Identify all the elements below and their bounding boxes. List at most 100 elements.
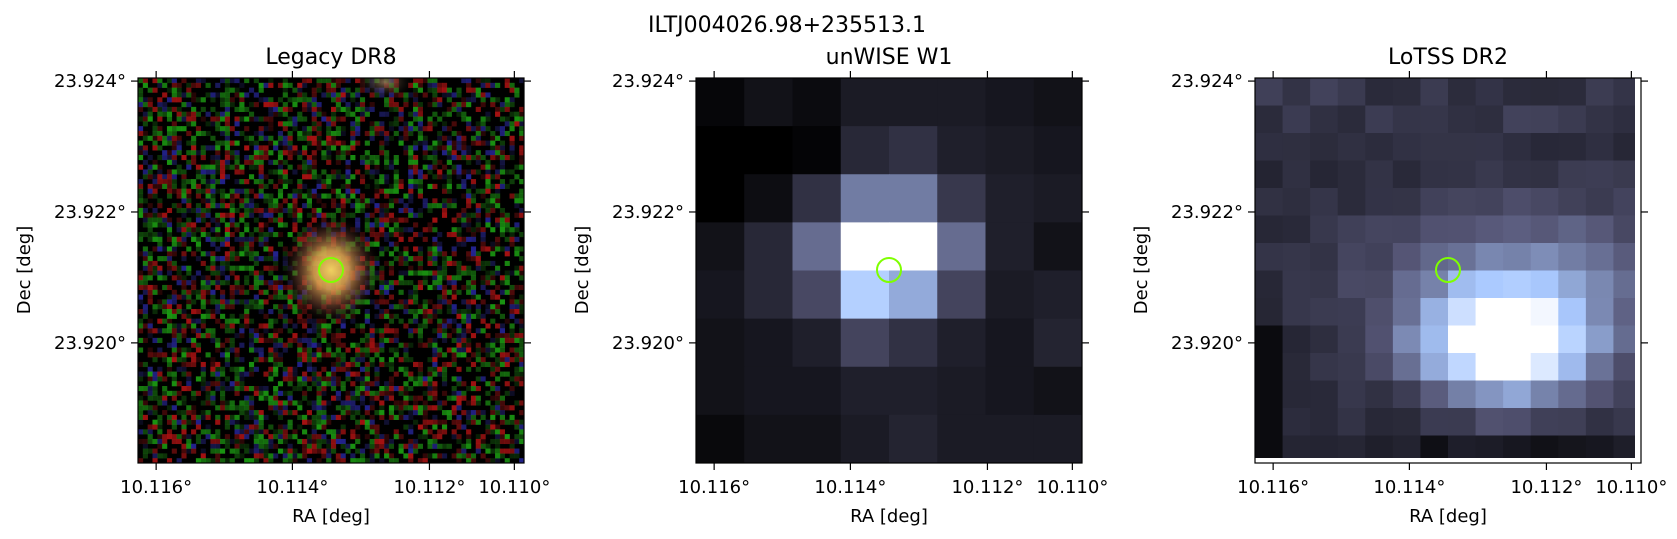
pixel	[514, 193, 520, 199]
pixel	[340, 174, 346, 180]
pixel	[287, 424, 293, 430]
pixel	[456, 87, 462, 93]
pixel	[437, 453, 443, 459]
pixel	[152, 232, 158, 238]
pixel	[1503, 353, 1532, 381]
pixel	[504, 371, 510, 377]
pixel	[200, 333, 206, 339]
pixel	[446, 395, 452, 401]
pixel	[306, 366, 312, 372]
pixel	[456, 265, 462, 271]
pixel	[205, 352, 211, 358]
pixel	[480, 97, 486, 103]
pixel	[162, 304, 168, 310]
pixel	[388, 121, 395, 127]
pixel	[277, 275, 284, 281]
pixel	[239, 82, 245, 88]
pixel	[1503, 408, 1532, 436]
pixel	[282, 126, 288, 132]
pixel	[466, 102, 472, 108]
pixel	[432, 87, 438, 93]
pixel	[519, 135, 524, 141]
pixel	[475, 395, 481, 401]
pixel	[427, 313, 433, 319]
pixel	[152, 179, 158, 185]
pixel	[384, 222, 390, 228]
pixel	[441, 376, 448, 382]
pixel	[282, 140, 288, 146]
pixel	[456, 106, 462, 112]
pixel	[466, 400, 472, 406]
pixel	[263, 414, 269, 420]
x-tick-label: 10.116°	[120, 477, 192, 498]
pixel	[311, 188, 317, 194]
pixel	[258, 256, 264, 262]
pixel	[509, 313, 515, 319]
pixel	[470, 458, 477, 463]
pixel	[297, 376, 303, 382]
pixel	[393, 106, 399, 112]
pixel	[171, 289, 177, 295]
pixel	[195, 217, 202, 223]
pixel	[142, 275, 148, 281]
x-tick-label: 10.112°	[951, 477, 1023, 498]
pixel	[475, 342, 481, 348]
pixel	[461, 410, 467, 416]
pixel	[446, 111, 452, 117]
pixel	[422, 400, 428, 406]
pixel	[316, 82, 322, 88]
pixel	[514, 299, 520, 305]
pixel	[461, 270, 467, 276]
pixel	[234, 366, 240, 372]
pixel	[239, 251, 245, 257]
pixel	[220, 304, 226, 310]
pixel	[359, 366, 366, 372]
pixel	[239, 198, 245, 204]
pixel	[282, 179, 288, 185]
pixel	[466, 193, 472, 199]
pixel	[364, 342, 370, 348]
pixel	[456, 130, 462, 137]
pixel	[248, 405, 255, 411]
pixel	[495, 155, 501, 161]
pixel	[181, 183, 187, 189]
pixel	[480, 318, 486, 324]
pixel	[398, 434, 404, 440]
pixel	[287, 390, 293, 396]
pixel	[316, 106, 322, 112]
pixel	[461, 299, 467, 305]
pixel	[253, 270, 259, 276]
pixel	[138, 145, 144, 151]
pixel	[514, 227, 520, 233]
pixel	[200, 207, 206, 214]
pixel	[466, 150, 472, 156]
pixel	[379, 121, 385, 127]
pixel	[937, 174, 986, 223]
pixel	[152, 145, 158, 151]
pixel	[200, 381, 206, 387]
pixel	[437, 434, 443, 440]
pixel	[490, 102, 496, 108]
pixel	[369, 424, 375, 430]
pixel	[475, 434, 481, 440]
pixel	[466, 236, 472, 242]
pixel	[277, 140, 284, 146]
pixel	[485, 280, 491, 286]
pixel	[432, 251, 438, 257]
pixel	[331, 443, 337, 449]
pixel	[321, 419, 327, 425]
pixel	[504, 155, 510, 161]
pixel	[292, 193, 298, 199]
pixel	[248, 159, 255, 165]
pixel	[297, 111, 303, 117]
pixel	[152, 174, 158, 180]
pixel	[485, 174, 491, 180]
pixel	[398, 217, 404, 223]
pixel	[215, 236, 221, 242]
neighbour-blob	[355, 78, 415, 100]
pixel	[384, 246, 390, 252]
pixel	[422, 140, 428, 146]
pixel	[302, 453, 308, 459]
pixel	[258, 414, 264, 420]
pixel	[490, 174, 496, 180]
